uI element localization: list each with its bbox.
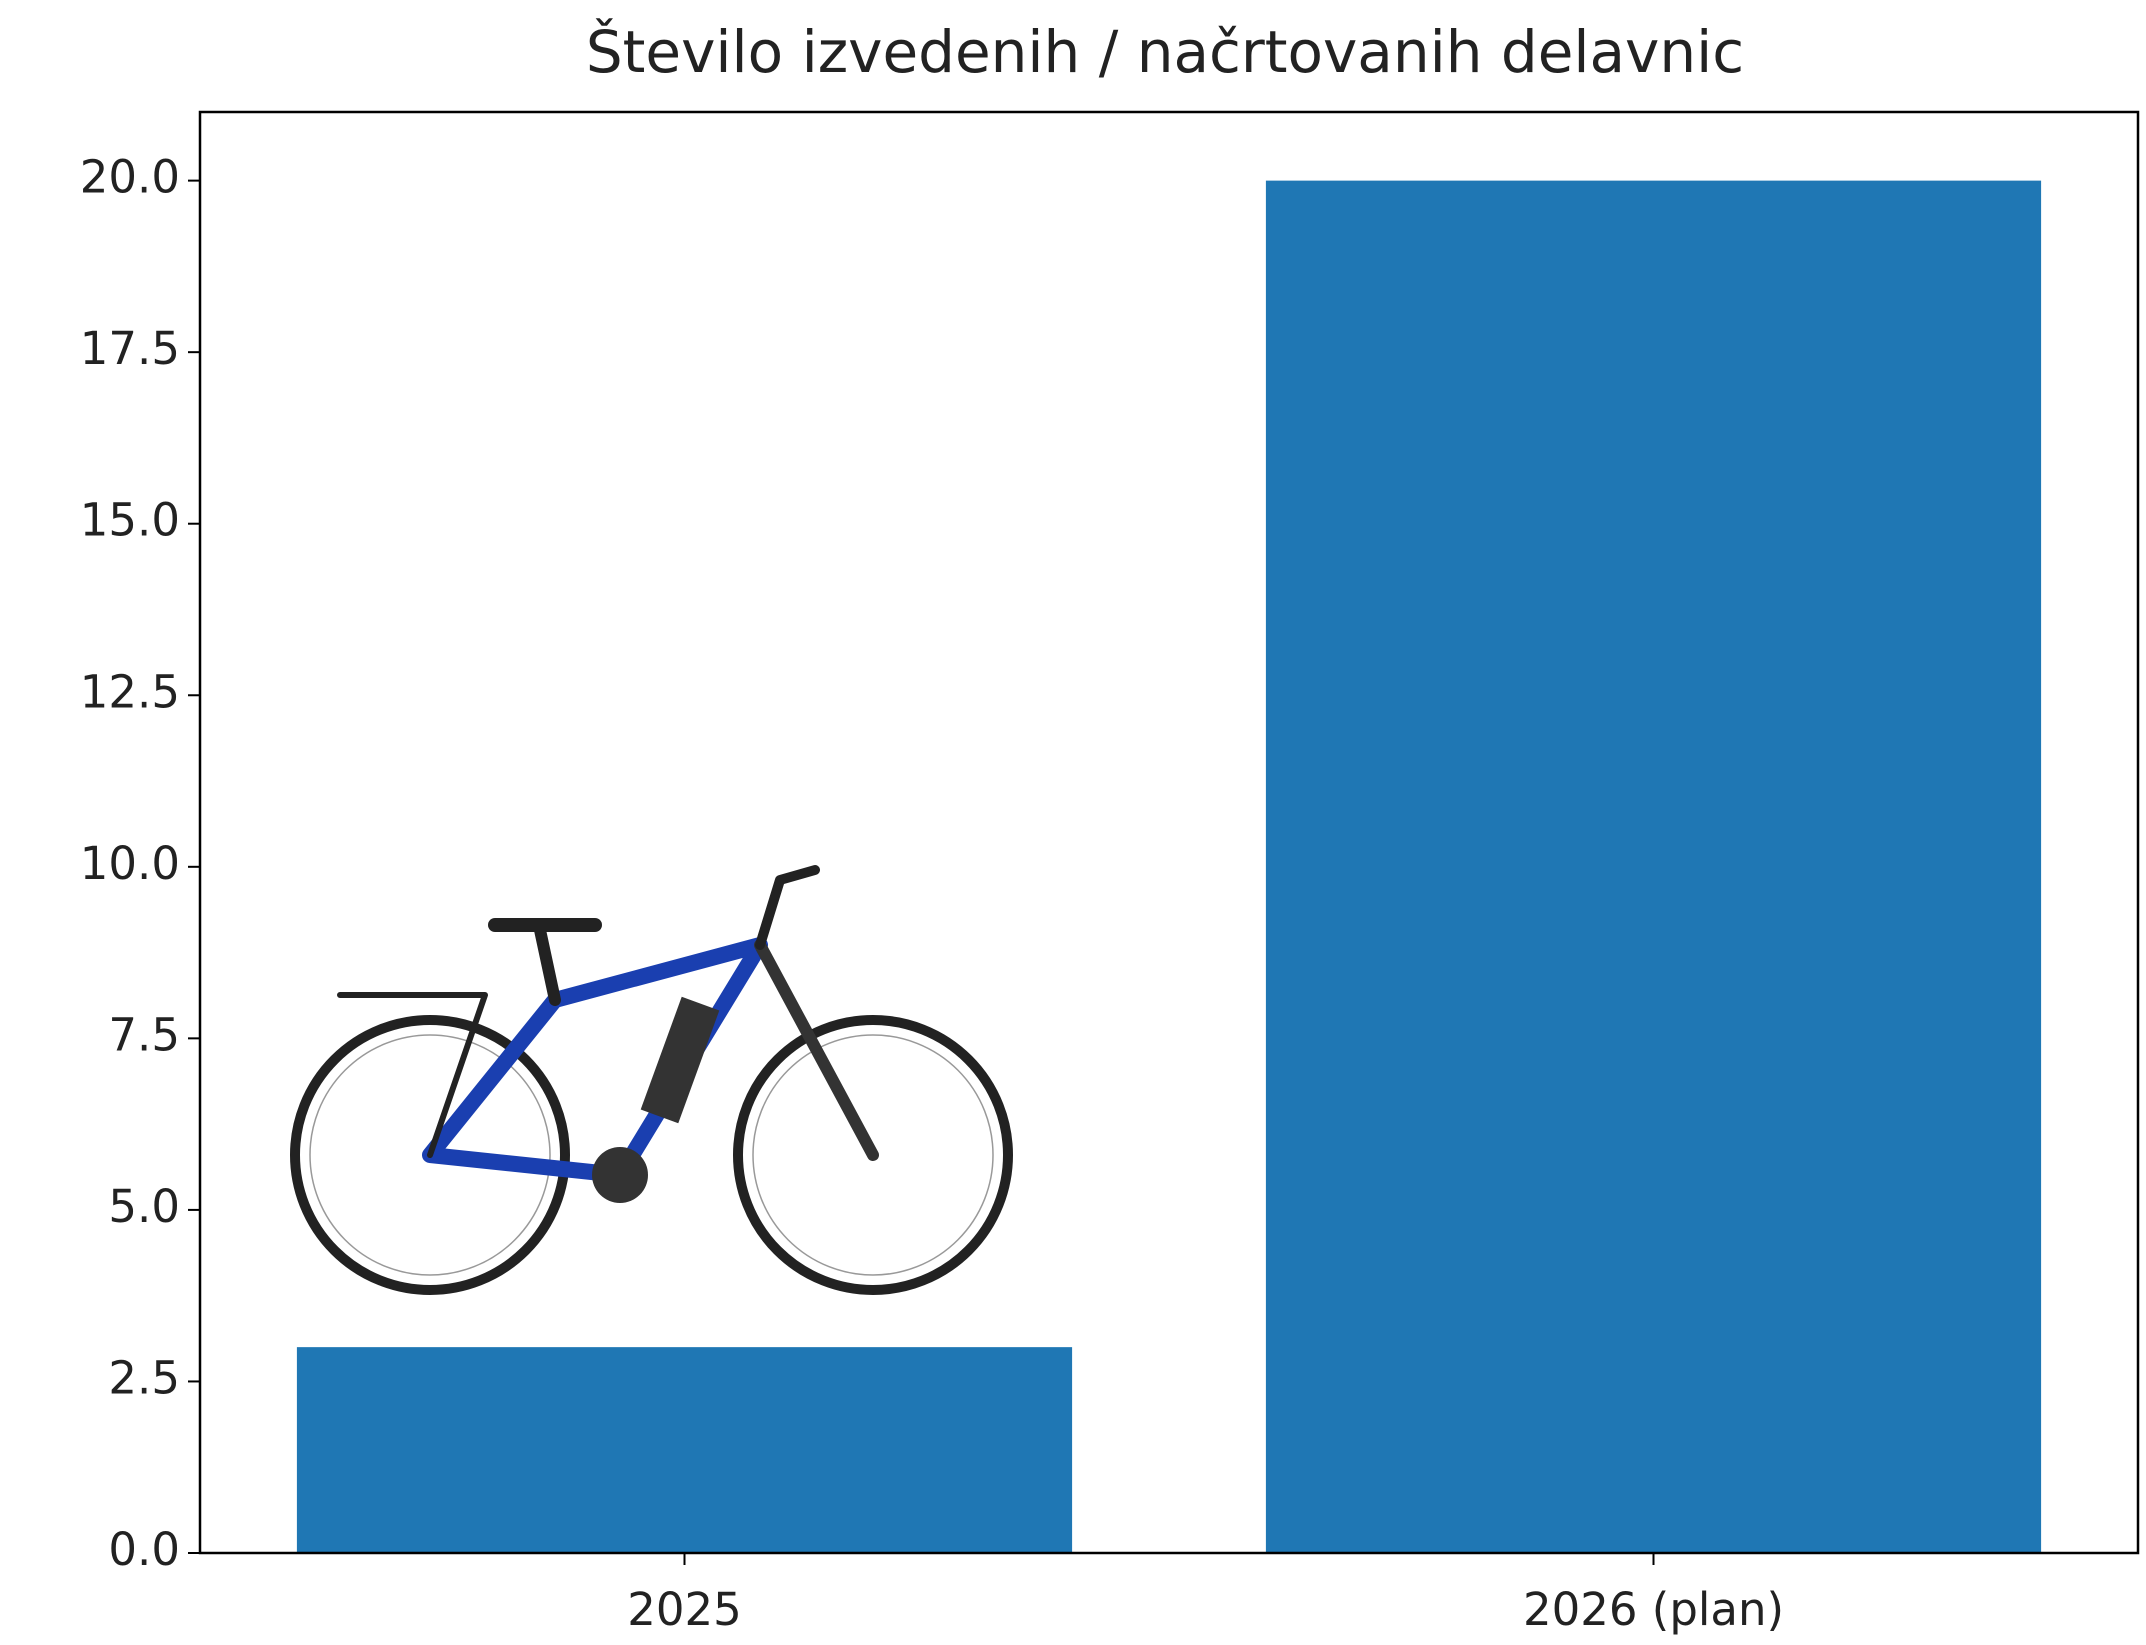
chart-title: Število izvedenih / načrtovanih delavnic — [586, 17, 1744, 86]
chart: Število izvedenih / načrtovanih delavnic… — [0, 0, 2146, 1645]
y-tick-label: 7.5 — [108, 1008, 180, 1061]
bicycle-illustration — [295, 870, 1008, 1290]
y-tick-label: 20.0 — [80, 151, 180, 204]
x-tick-label: 2025 — [627, 1583, 742, 1636]
y-tick-label: 0.0 — [108, 1523, 180, 1576]
y-tick-label: 10.0 — [80, 837, 180, 890]
x-tick-label: 2026 (plan) — [1523, 1583, 1784, 1636]
bar — [1266, 181, 2041, 1553]
bar — [297, 1347, 1072, 1553]
y-tick-label: 17.5 — [80, 322, 180, 375]
y-tick-label: 2.5 — [108, 1351, 180, 1404]
y-tick-label: 12.5 — [80, 665, 180, 718]
y-tick-label: 5.0 — [108, 1180, 180, 1233]
y-tick-label: 15.0 — [80, 494, 180, 547]
